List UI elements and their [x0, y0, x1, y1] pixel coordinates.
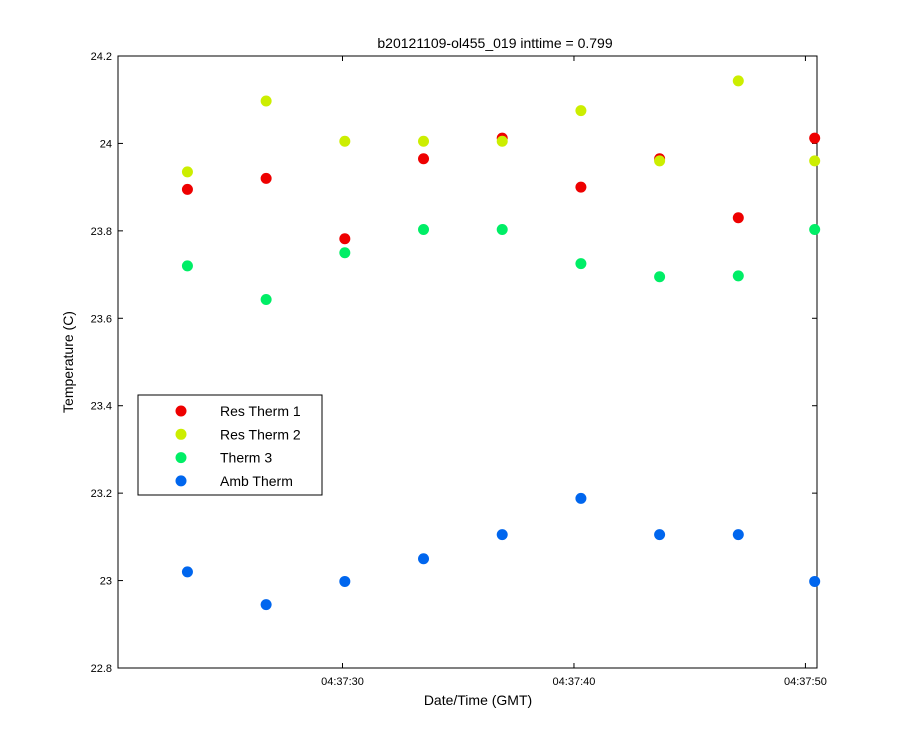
y-tick-label: 23.8	[91, 226, 112, 238]
legend-entry: Res Therm 2	[220, 426, 301, 442]
legend-marker	[175, 405, 187, 417]
data-point	[654, 529, 666, 541]
axis-ticks: 22.8 23 23.2 23.4 23.6 23.8 24 24.2 04:37:30 04:3…	[91, 51, 827, 688]
y-tick-label: 23.6	[91, 313, 112, 325]
x-tick-label: 04:37:50	[784, 676, 827, 688]
legend-marker	[175, 428, 187, 440]
data-point	[181, 183, 193, 195]
data-point	[181, 166, 193, 178]
data-point	[418, 135, 430, 147]
data-point	[809, 224, 821, 236]
x-axis-label: Date/Time (GMT)	[424, 692, 532, 708]
data-point	[260, 172, 272, 184]
data-point	[418, 153, 430, 165]
data-point	[260, 599, 272, 611]
data-point	[260, 95, 272, 107]
data-point	[496, 135, 508, 147]
y-tick-label: 23	[100, 576, 112, 588]
data-point	[809, 132, 821, 144]
data-point	[418, 224, 430, 236]
data-point	[654, 271, 666, 283]
data-point	[260, 293, 272, 305]
legend-entry: Therm 3	[220, 450, 272, 466]
legend-entry: Res Therm 1	[220, 403, 301, 419]
x-tick-label: 04:37:30	[321, 676, 364, 688]
y-tick-label: 23.4	[91, 401, 112, 413]
data-point	[732, 270, 744, 282]
data-point	[339, 247, 351, 259]
y-tick-label: 22.8	[91, 663, 112, 675]
data-point	[496, 224, 508, 236]
data-point	[339, 233, 351, 245]
data-point	[732, 529, 744, 541]
data-point	[575, 492, 587, 504]
legend-entry: Amb Therm	[220, 473, 293, 489]
data-point	[732, 212, 744, 224]
data-point	[809, 155, 821, 167]
legend-marker	[175, 475, 187, 487]
y-tick-label: 24	[100, 138, 112, 150]
data-point	[575, 181, 587, 193]
series-res-therm-2	[181, 75, 821, 178]
data-point	[339, 575, 351, 587]
data-points	[181, 75, 821, 611]
legend-marker	[175, 452, 187, 464]
series-therm-3	[181, 224, 821, 305]
data-point	[181, 260, 193, 272]
data-point	[181, 566, 193, 578]
data-point	[339, 135, 351, 147]
data-point	[496, 529, 508, 541]
plot-area	[117, 55, 818, 669]
data-point	[575, 105, 587, 117]
x-tick-label: 04:37:40	[553, 676, 596, 688]
data-point	[418, 553, 430, 565]
data-point	[809, 575, 821, 587]
chart-title: b20121109-ol455_019 inttime = 0.799	[377, 35, 612, 51]
series-amb-therm	[181, 492, 821, 611]
y-tick-label: 24.2	[91, 51, 112, 63]
legend-box	[137, 394, 323, 496]
data-point	[575, 258, 587, 270]
y-tick-label: 23.2	[91, 488, 112, 500]
data-point	[732, 75, 744, 87]
y-axis-label: Temperature (C)	[60, 311, 76, 413]
legend: Res Therm 1 Res Therm 2 Therm 3 Amb Therm	[137, 394, 323, 496]
data-point	[654, 155, 666, 167]
